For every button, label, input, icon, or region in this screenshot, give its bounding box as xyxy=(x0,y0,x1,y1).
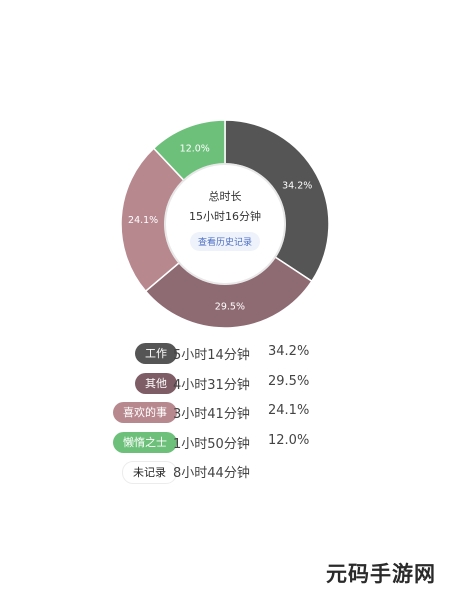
category-pill-hobby[interactable]: 喜欢的事 xyxy=(113,402,177,423)
donut-label-hobby: 24.1% xyxy=(128,215,158,226)
watermark: 元码手游网 xyxy=(326,562,436,586)
duration-idle: 1小时50分钟 xyxy=(173,436,250,452)
view-history-button[interactable]: 查看历史记录 xyxy=(189,232,260,251)
duration-hobby: 3小时41分钟 xyxy=(173,407,250,422)
donut-label-idle: 12.0% xyxy=(180,143,210,154)
category-pill-other[interactable]: 其他 xyxy=(135,372,177,394)
percent-hobby: 24.1% xyxy=(268,403,310,418)
donut-label-other: 29.5% xyxy=(215,301,245,312)
total-duration-value: 15小时16分钟 xyxy=(189,210,261,223)
category-pill-work[interactable]: 工作 xyxy=(135,343,177,364)
percent-work: 34.2% xyxy=(268,344,310,359)
legend-row-other[interactable]: 其他 4小时31分钟 29.5% xyxy=(95,370,355,400)
percent-idle: 12.0% xyxy=(268,432,310,448)
total-duration-summary: 总时长 15小时16分钟 查看历史记录 xyxy=(175,180,275,251)
total-duration-title: 总时长 xyxy=(208,190,242,203)
legend-row-work[interactable]: 工作 5小时14分钟 34.2% xyxy=(95,340,355,370)
category-pill-unrecorded[interactable]: 未记录 xyxy=(122,461,177,484)
donut-label-work: 34.2% xyxy=(282,181,312,192)
category-legend: 工作 5小时14分钟 34.2% 其他 4小时31分钟 29.5% 喜欢的事 3… xyxy=(95,340,355,488)
duration-other: 4小时31分钟 xyxy=(173,377,250,393)
duration-work: 5小时14分钟 xyxy=(173,348,250,363)
category-pill-idle[interactable]: 懒惰之士 xyxy=(113,431,177,453)
legend-row-unrecorded[interactable]: 未记录 8小时44分钟 xyxy=(95,458,355,488)
legend-row-idle[interactable]: 懒惰之士 1小时50分钟 12.0% xyxy=(95,429,355,459)
legend-row-hobby[interactable]: 喜欢的事 3小时41分钟 24.1% xyxy=(95,399,355,429)
percent-other: 29.5% xyxy=(268,373,310,389)
donut-center-hole xyxy=(164,163,286,285)
duration-unrecorded: 8小时44分钟 xyxy=(173,466,250,481)
